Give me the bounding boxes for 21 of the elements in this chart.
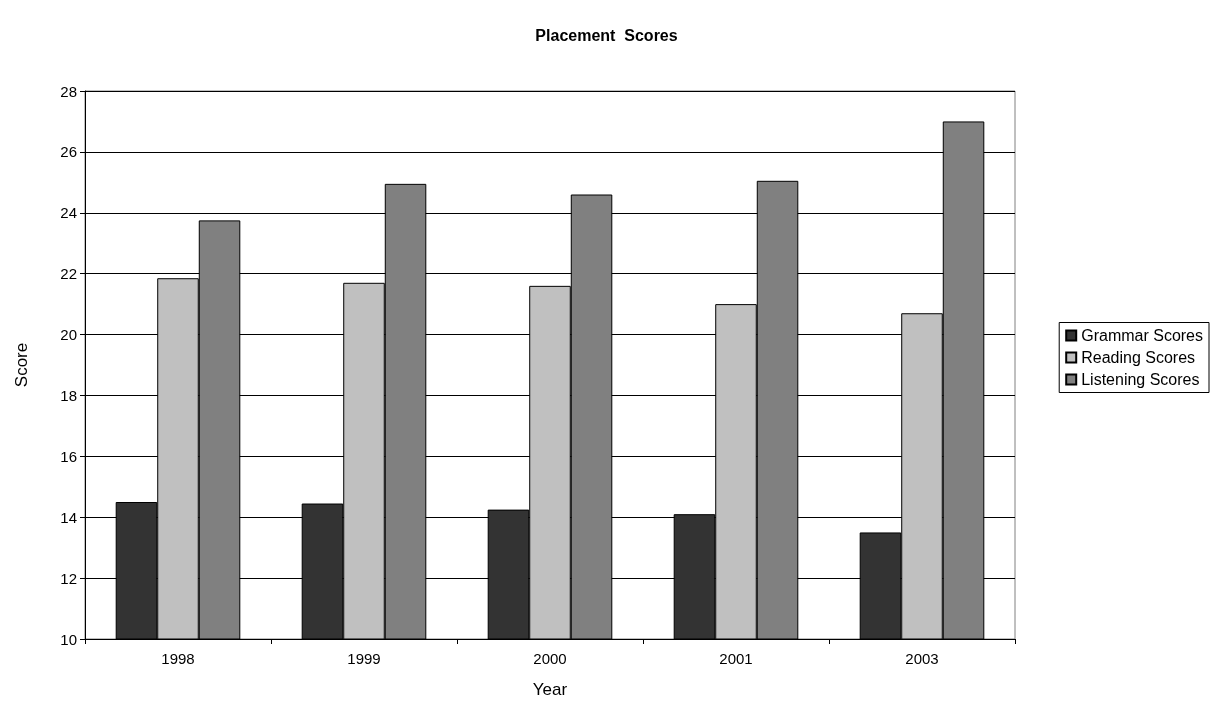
y-tick-label: 14 [60,508,77,526]
y-axis-title: Score [12,342,31,388]
legend-label: Reading Scores [1081,349,1196,366]
y-tick-label: 20 [60,326,77,344]
x-tick-label: 2003 [905,650,939,667]
y-tick-label: 18 [60,386,77,404]
y-tick-label: 22 [60,265,77,283]
x-axis-title: Year [532,680,568,699]
x-tick-label: 2001 [719,650,753,667]
y-tick-label: 26 [60,143,77,161]
legend-label: Grammar Scores [1081,327,1203,344]
x-tick-label: 2000 [533,650,567,667]
y-tick-label: 28 [60,82,77,100]
y-tick-label: 10 [60,630,77,648]
x-tick-label: 1998 [161,650,195,667]
x-tick-label: 1999 [347,650,381,667]
legend-label: Listening Scores [1081,371,1200,388]
chart-title: Placement Scores [535,26,678,44]
y-tick-label: 16 [60,447,77,465]
y-tick-label: 12 [60,569,77,587]
y-tick-label: 24 [60,204,77,222]
